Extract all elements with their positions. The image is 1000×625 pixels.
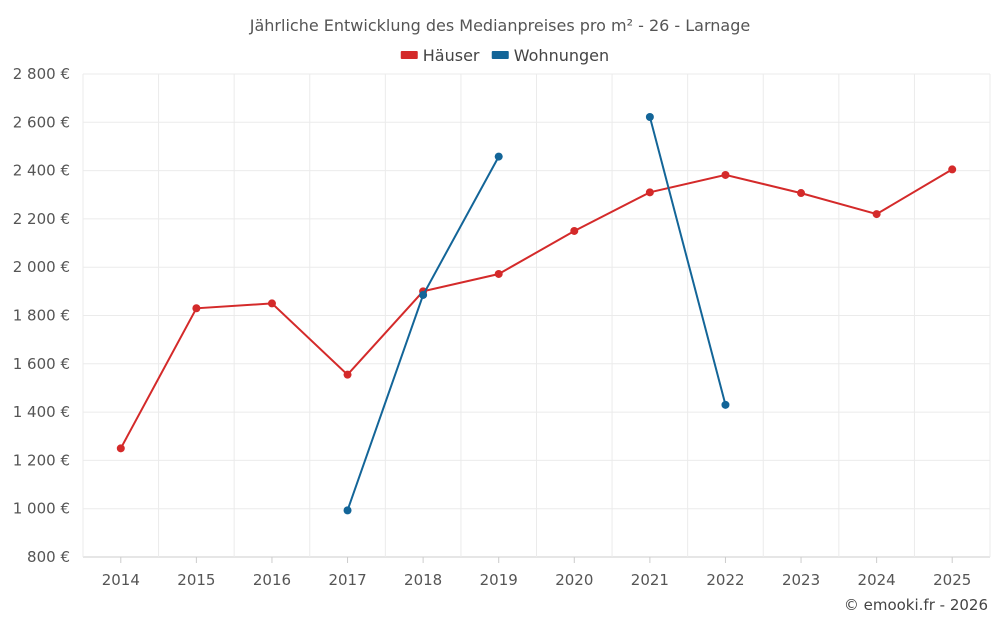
x-tick-label: 2023 — [782, 571, 820, 589]
data-point[interactable] — [494, 269, 503, 278]
x-tick-label: 2024 — [858, 571, 896, 589]
x-tick-label: 2021 — [631, 571, 669, 589]
series-wohnungen — [343, 112, 730, 515]
x-tick-label: 2025 — [933, 571, 971, 589]
x-tick-label: 2018 — [404, 571, 442, 589]
data-point[interactable] — [570, 226, 579, 235]
data-point[interactable] — [494, 152, 503, 161]
y-tick-label: 2 000 € — [13, 258, 70, 276]
data-point[interactable] — [192, 304, 201, 313]
series-line — [648, 116, 727, 406]
data-point[interactable] — [721, 170, 730, 179]
y-tick-label: 2 200 € — [13, 210, 70, 228]
data-point[interactable] — [645, 112, 654, 121]
x-tick-label: 2017 — [328, 571, 366, 589]
legend-label: Wohnungen — [514, 46, 609, 65]
x-tick-label: 2016 — [253, 571, 291, 589]
data-point[interactable] — [343, 370, 352, 379]
y-axis: 800 € 1 000 € 1 200 € 1 400 € 1 600 € 1 800 €… — [13, 65, 70, 566]
y-tick-label: 1 200 € — [13, 451, 70, 469]
y-tick-label: 1 400 € — [13, 403, 70, 421]
x-tick-label: 2020 — [555, 571, 593, 589]
y-tick-label: 1 600 € — [13, 355, 70, 373]
y-tick-label: 1 800 € — [13, 307, 70, 325]
legend-item-wohnungen[interactable]: Wohnungen — [491, 46, 609, 65]
legend-swatch — [400, 51, 418, 59]
series-line — [346, 156, 500, 511]
y-tick-label: 2 600 € — [13, 113, 70, 131]
data-point[interactable] — [116, 444, 125, 453]
y-tick-label: 2 800 € — [13, 65, 70, 83]
x-tick-label: 2022 — [706, 571, 744, 589]
y-tick-label: 2 400 € — [13, 162, 70, 180]
data-point[interactable] — [721, 400, 730, 409]
data-point[interactable] — [797, 189, 806, 198]
data-point[interactable] — [343, 506, 352, 515]
chart-title: Jährliche Entwicklung des Medianpreises … — [249, 16, 750, 35]
y-tick-label: 800 € — [27, 548, 70, 566]
data-point[interactable] — [948, 165, 957, 174]
x-tick-label: 2014 — [102, 571, 140, 589]
x-tick-label: 2015 — [177, 571, 215, 589]
data-point[interactable] — [267, 299, 276, 308]
legend-swatch — [491, 51, 509, 59]
x-tick-label: 2019 — [480, 571, 518, 589]
y-tick-label: 1 000 € — [13, 500, 70, 518]
series-group — [116, 112, 957, 515]
x-axis: 2014 2015 2016 2017 2018 2019 2020 2021 2022 2023… — [102, 571, 972, 589]
legend-label: Häuser — [423, 46, 480, 65]
series-line — [119, 168, 953, 449]
data-point[interactable] — [872, 210, 881, 219]
legend: Häuser Wohnungen — [400, 46, 609, 65]
data-point[interactable] — [419, 290, 428, 299]
data-point[interactable] — [645, 188, 654, 197]
legend-item-h-user[interactable]: Häuser — [400, 46, 480, 65]
grid — [82, 73, 991, 563]
credit-text: © emooki.fr - 2026 — [844, 596, 988, 614]
